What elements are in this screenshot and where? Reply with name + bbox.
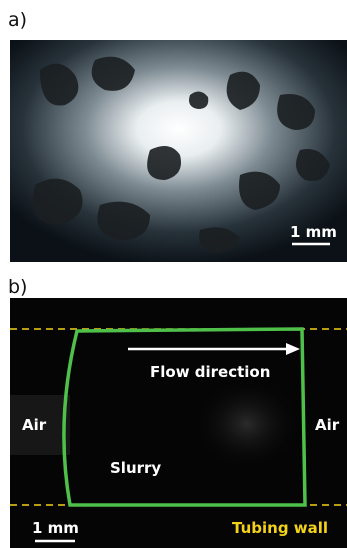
- panel-label: b): [8, 276, 27, 298]
- wall-label: Tubing wall: [232, 519, 328, 537]
- air-label: Air: [22, 416, 47, 434]
- scale-bar-label: 1 mm: [32, 519, 79, 537]
- air-label: Air: [315, 416, 340, 434]
- scale-bar-label: 1 mm: [290, 223, 337, 241]
- slurry-label: Slurry: [110, 459, 161, 477]
- figure: a) 1 mm b) Flow direction Air Ai: [0, 0, 347, 548]
- panel-label: a): [8, 9, 27, 31]
- micrograph-b: [10, 298, 347, 548]
- flow-label: Flow direction: [150, 363, 270, 381]
